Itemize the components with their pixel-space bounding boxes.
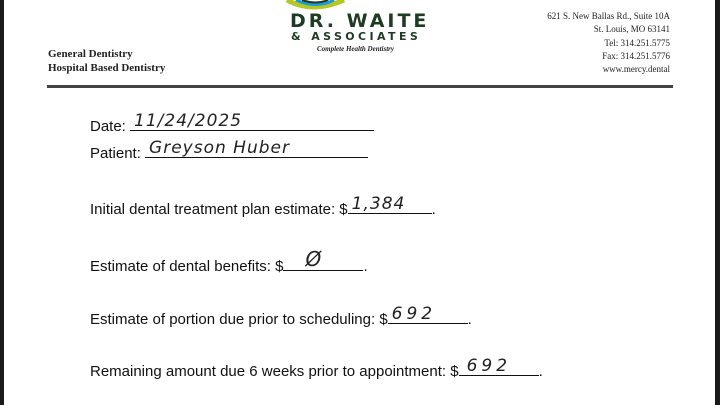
period: .	[363, 258, 368, 275]
logo-name: DR. WAITE	[290, 10, 430, 32]
logo-subname: & ASSOCIATES	[291, 30, 422, 43]
address-phone: Tel: 314.251.5775	[604, 38, 670, 48]
patient-value: Greyson Huber	[149, 138, 290, 158]
header-divider	[47, 85, 673, 88]
remaining-field[interactable]: 692	[458, 356, 539, 376]
remaining-row: Remaining amount due 6 weeks prior to ap…	[90, 356, 543, 380]
service-general: General Dentistry	[48, 48, 133, 60]
initial-estimate-label: Initial dental treatment plan estimate: …	[90, 201, 348, 218]
address-street: 621 S. New Ballas Rd., Suite 10A	[547, 11, 670, 21]
logo-swoosh-icon	[285, 0, 346, 10]
period: .	[431, 201, 436, 218]
address-city: St. Louis, MO 63141	[593, 24, 670, 34]
period: .	[467, 311, 472, 328]
initial-estimate-row: Initial dental treatment plan estimate: …	[90, 194, 436, 218]
date-row: Date: 11/24/2025	[90, 111, 375, 135]
portion-row: Estimate of portion due prior to schedul…	[90, 304, 472, 328]
remaining-value: 692	[466, 356, 512, 376]
address-fax: Fax: 314.251.5776	[602, 51, 670, 61]
initial-estimate-field[interactable]: 1,384	[347, 194, 432, 214]
initial-estimate-value: 1,384	[351, 194, 406, 214]
benefits-label: Estimate of dental benefits: $	[90, 258, 284, 275]
benefits-value: Ø	[305, 247, 323, 271]
patient-field[interactable]: Greyson Huber	[145, 138, 369, 158]
benefits-row: Estimate of dental benefits: $ Ø.	[90, 247, 368, 275]
date-value: 11/24/2025	[134, 111, 243, 131]
portion-label: Estimate of portion due prior to schedul…	[90, 311, 388, 328]
address-website: www.mercy.dental	[602, 64, 670, 74]
remaining-label: Remaining amount due 6 weeks prior to ap…	[90, 363, 459, 380]
tagline: Complete Health Dentistry	[317, 45, 394, 53]
portion-value: 692	[391, 304, 437, 324]
benefits-field[interactable]: Ø	[283, 247, 364, 271]
portion-field[interactable]: 692	[387, 304, 468, 324]
patient-label: Patient:	[90, 145, 141, 162]
scan-border-left	[0, 0, 4, 405]
patient-row: Patient: Greyson Huber	[90, 138, 369, 162]
service-hospital: Hospital Based Dentistry	[48, 62, 166, 74]
date-label: Date:	[90, 118, 126, 135]
scan-border-right	[715, 0, 720, 405]
date-field[interactable]: 11/24/2025	[130, 111, 375, 131]
period: .	[538, 363, 543, 380]
